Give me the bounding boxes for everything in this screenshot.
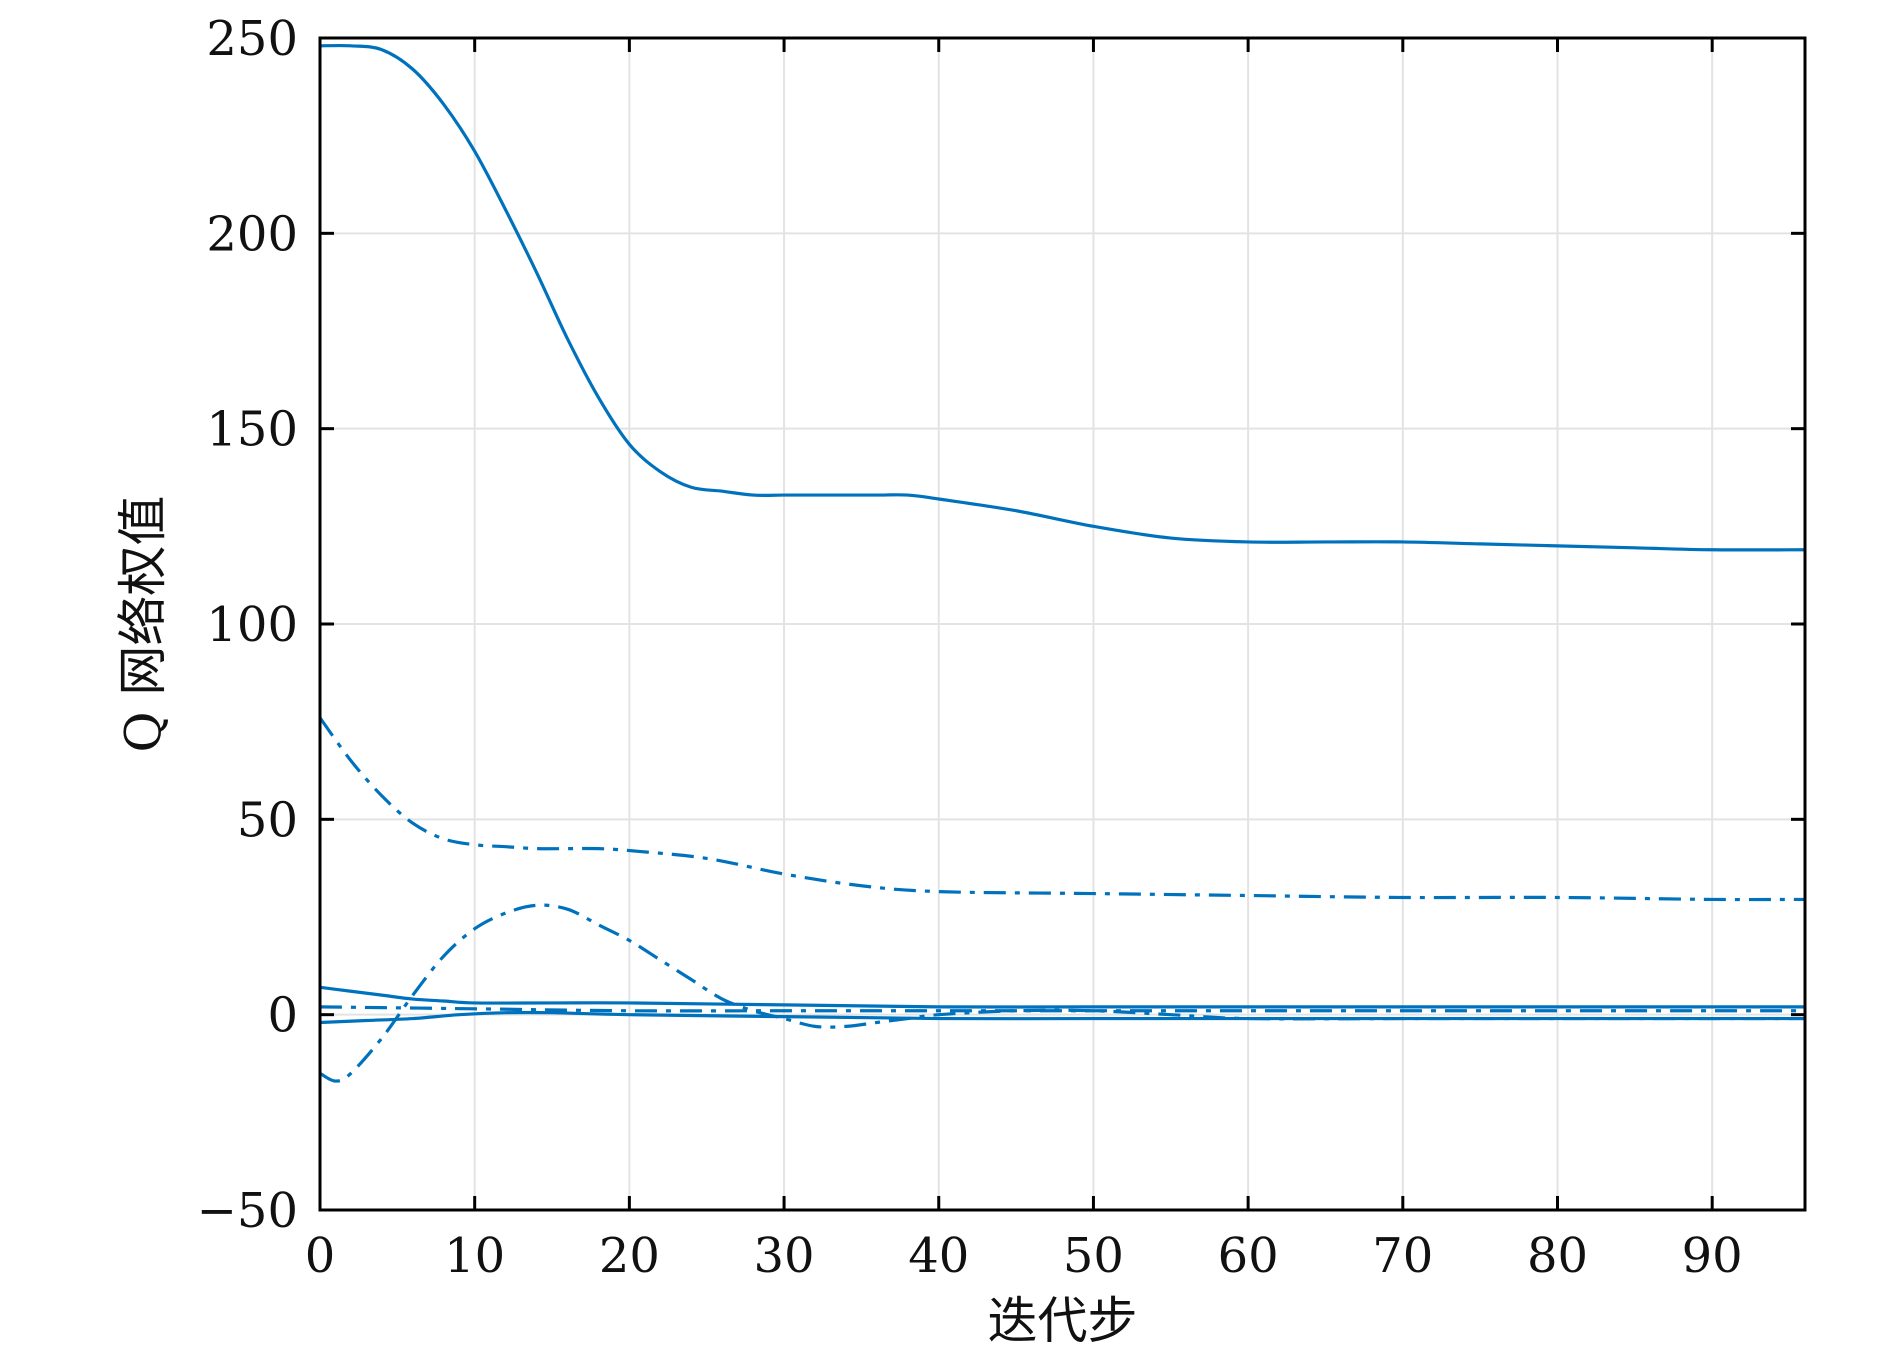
x-tick-label: 30 [754,1228,815,1284]
x-tick-label: 50 [1063,1228,1124,1284]
x-tick-label: 20 [599,1228,660,1284]
x-tick-label: 60 [1218,1228,1279,1284]
x-tick-label: 0 [305,1228,336,1284]
y-tick-label: 50 [237,792,298,848]
y-tick-label: 0 [267,988,298,1044]
ticks [318,36,1805,1212]
y-axis-label: Q 网络权值 [114,496,172,753]
y-tick-label: 150 [206,402,298,458]
x-axis-label: 迭代步 [988,1292,1138,1350]
series-line-1 [319,43,1806,552]
y-tick-label: 250 [206,11,298,67]
y-tick-label: −50 [197,1183,298,1239]
series-line-4 [319,985,1805,1009]
series-line-6 [319,1010,1805,1025]
series-line-5 [319,1005,1805,1013]
series-line-3 [319,903,1805,1083]
y-tick-label: 100 [206,597,298,653]
series-layer [318,43,1806,1083]
x-tick-label: 90 [1682,1228,1743,1284]
y-tick-label: 200 [206,206,298,262]
x-tick-label: 10 [444,1228,505,1284]
x-tick-label: 70 [1372,1228,1433,1284]
x-tick-label: 40 [908,1228,969,1284]
x-tick-label: 80 [1527,1228,1588,1284]
grid [319,37,1805,1211]
series-line-2 [318,716,1806,902]
